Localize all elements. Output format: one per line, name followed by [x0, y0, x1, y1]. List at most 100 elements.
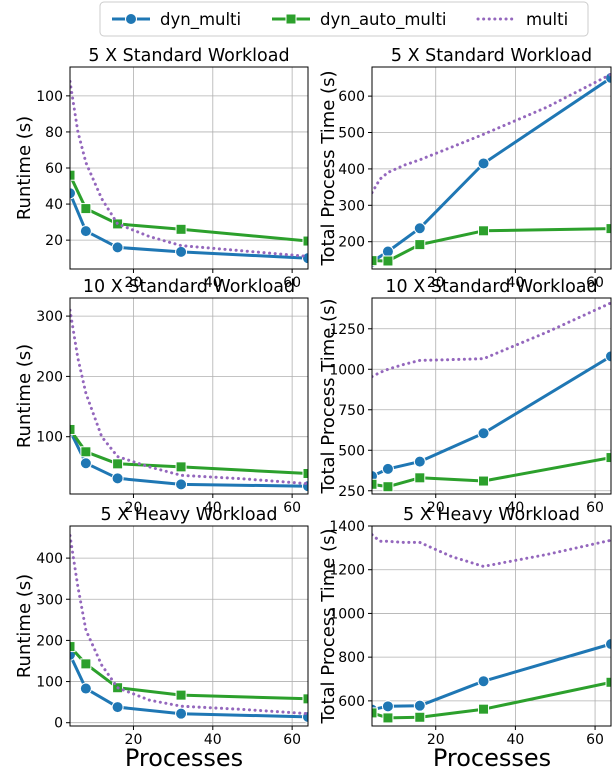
series-line-dyn_auto_multi	[372, 680, 611, 720]
series-line-multi	[70, 308, 308, 486]
y-tick-label: 100	[36, 675, 63, 691]
y-tick-label: 1000	[329, 606, 365, 622]
legend-label: multi	[526, 10, 568, 29]
data-point-dyn_multi	[79, 225, 92, 238]
data-point-dyn_multi	[381, 700, 394, 713]
y-tick-label: 600	[338, 694, 365, 710]
chart-panel: 20 40 60 20 40 60 80 100 5 X Standard Workload Ru…	[14, 46, 309, 291]
y-tick-label: 300	[36, 309, 63, 325]
y-tick-label: 40	[45, 197, 63, 213]
series-line-multi	[372, 533, 611, 568]
series-line-dyn_auto_multi	[70, 174, 308, 243]
y-tick-label: 1200	[329, 563, 365, 579]
data-point-dyn_auto_multi	[70, 641, 76, 653]
series-line-dyn_multi	[372, 355, 611, 478]
y-tick-label: 750	[338, 403, 365, 419]
x-tick-label: 40	[506, 500, 524, 516]
y-tick-label: 250	[338, 484, 365, 500]
y-tick-label: 60	[45, 161, 63, 177]
y-tick-label: 100	[36, 89, 63, 105]
y-tick-label: 600	[338, 89, 365, 105]
panel-title: 5 X Standard Workload	[88, 46, 289, 66]
x-tick-label: 20	[125, 500, 143, 516]
x-tick-label: 40	[204, 275, 222, 291]
data-point-dyn_multi	[477, 675, 490, 688]
series-line-dyn_multi	[372, 642, 611, 712]
data-point-dyn_auto_multi	[478, 475, 490, 487]
axes-frame	[371, 297, 612, 495]
x-tick-label: 40	[506, 275, 524, 291]
data-point-dyn_auto_multi	[478, 225, 490, 237]
data-point-dyn_auto_multi	[70, 423, 76, 435]
x-tick-label: 20	[125, 275, 143, 291]
x-tick-label: 60	[586, 732, 604, 748]
series-group	[70, 79, 308, 265]
data-point-dyn_multi	[111, 472, 124, 485]
y-tick-label: 100	[36, 430, 63, 446]
y-axis-label: Total Process Time (s)	[318, 71, 339, 267]
series-line-dyn_auto_multi	[70, 428, 308, 475]
data-point-dyn_auto_multi	[372, 255, 378, 267]
data-point-dyn_auto_multi	[175, 223, 187, 235]
legend-marker	[285, 13, 297, 25]
data-point-dyn_auto_multi	[605, 676, 611, 688]
x-tick-label: 40	[506, 732, 524, 748]
data-point-dyn_auto_multi	[414, 472, 426, 484]
series-line-multi	[372, 301, 611, 379]
data-point-dyn_auto_multi	[80, 446, 92, 458]
x-tick-label: 60	[283, 732, 301, 748]
x-tick-label: 60	[586, 500, 604, 516]
axes-frame	[69, 297, 309, 495]
panel-title: 10 X Standard Workload	[83, 277, 295, 297]
series-line-dyn_auto_multi	[70, 645, 308, 701]
x-tick-label: 60	[586, 275, 604, 291]
data-point-dyn_auto_multi	[382, 255, 394, 267]
y-tick-label: 200	[338, 235, 365, 251]
series-line-multi	[70, 534, 308, 716]
y-axis-label: Runtime (s)	[14, 344, 35, 448]
legend-item-dyn_auto_multi: dyn_auto_multi	[272, 10, 447, 30]
data-point-dyn_auto_multi	[80, 203, 92, 215]
y-tick-label: 400	[338, 162, 365, 178]
series-group	[372, 533, 611, 724]
chart-panel: 20 40 60 200 300 400 500 600 5 X Standard Worklo…	[318, 46, 612, 291]
data-point-dyn_multi	[381, 245, 394, 258]
data-point-dyn_multi	[477, 427, 490, 440]
data-point-dyn_auto_multi	[382, 712, 394, 724]
data-point-dyn_auto_multi	[372, 707, 378, 719]
data-point-dyn_multi	[175, 478, 188, 491]
axes-frame	[371, 66, 612, 270]
legend-label: dyn_multi	[160, 10, 241, 30]
data-point-dyn_multi	[413, 222, 426, 235]
series-group	[70, 308, 308, 493]
data-point-dyn_multi	[477, 157, 490, 170]
chart-panel: 20 40 60 600 800 1000 1200 1400 5 X Heavy Worklo…	[318, 505, 612, 748]
legend-box	[99, 1, 589, 37]
y-axis-label: Runtime (s)	[14, 116, 35, 220]
y-tick-label: 300	[36, 592, 63, 608]
y-tick-label: 400	[36, 551, 63, 567]
y-tick-label: 500	[338, 443, 365, 459]
legend-item-dyn_multi: dyn_multi	[112, 10, 241, 30]
data-point-dyn_multi	[79, 682, 92, 695]
panel-title: 5 X Standard Workload	[391, 46, 592, 66]
x-tick-label: 20	[427, 275, 445, 291]
data-point-dyn_multi	[605, 350, 611, 363]
y-tick-label: 200	[36, 369, 63, 385]
series-line-multi	[70, 79, 308, 258]
data-point-dyn_auto_multi	[414, 239, 426, 251]
panel-title: 5 X Heavy Workload	[101, 505, 278, 525]
x-axis-label-right: Processes	[433, 744, 551, 772]
x-tick-label: 40	[204, 500, 222, 516]
data-point-dyn_auto_multi	[302, 693, 308, 705]
data-point-dyn_auto_multi	[302, 467, 308, 479]
data-point-dyn_multi	[605, 638, 611, 651]
data-point-dyn_multi	[70, 187, 76, 200]
y-axis-label: Runtime (s)	[14, 574, 35, 678]
series-line-dyn_multi	[372, 76, 611, 263]
y-tick-label: 200	[36, 633, 63, 649]
legend-item-multi: multi	[476, 10, 568, 29]
chart-panels: 20 40 60 20 40 60 80 100 5 X Standard Workload Ru…	[14, 46, 612, 748]
y-axis-label: Total Process Time (s)	[318, 299, 339, 495]
